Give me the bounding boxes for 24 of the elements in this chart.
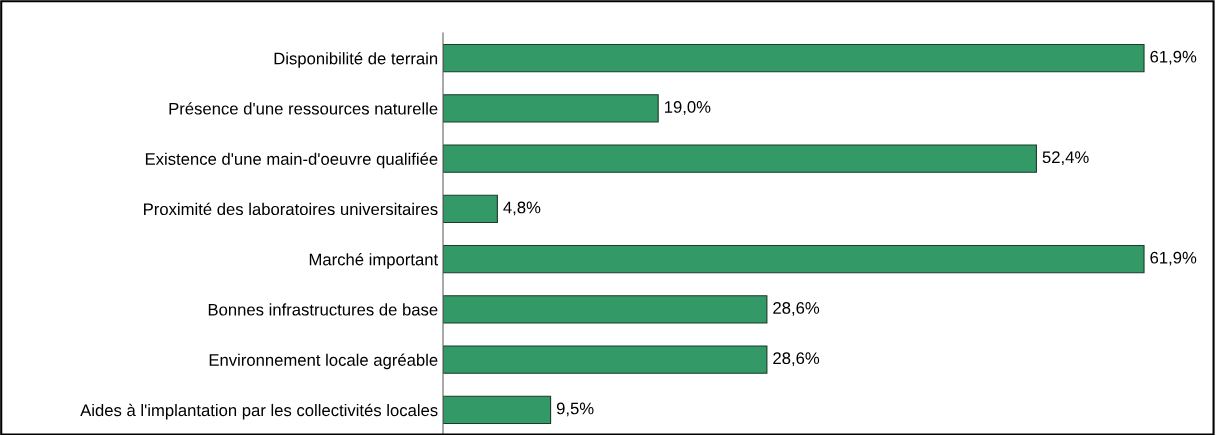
bar [443,395,552,424]
data-label: 19,0% [665,101,711,115]
data-label: 52,4% [1042,151,1089,166]
bar [443,44,1145,73]
y-tick-label: Environnement locale agréable [209,353,438,370]
y-tick-label: Bonnes infrastructures de base [208,303,438,316]
bar [443,144,1037,173]
data-label: 4,8% [503,201,541,216]
data-label: 9,5% [556,402,594,417]
y-tick-label: Marché important [309,252,439,269]
y-tick-label: Présence d'une ressources naturelle [169,102,438,115]
y-tick-label: Aides à l'implantation par les collectivités locales [80,403,438,420]
y-tick-label: Existence d'une main-d'oeuvre qualifiée [145,152,438,169]
bar [443,94,659,123]
bar [443,194,498,223]
bar [443,245,1145,274]
data-label: 28,6% [773,352,820,367]
bar [443,345,768,374]
data-label: 61,9% [1150,251,1197,266]
y-tick-label: Proximité des laboratoires universitaires [144,202,438,216]
bar [443,295,768,324]
y-tick-label: Disponibilité de terrain [274,51,438,68]
data-label: 28,6% [773,302,820,316]
data-label: 61,9% [1150,50,1197,65]
